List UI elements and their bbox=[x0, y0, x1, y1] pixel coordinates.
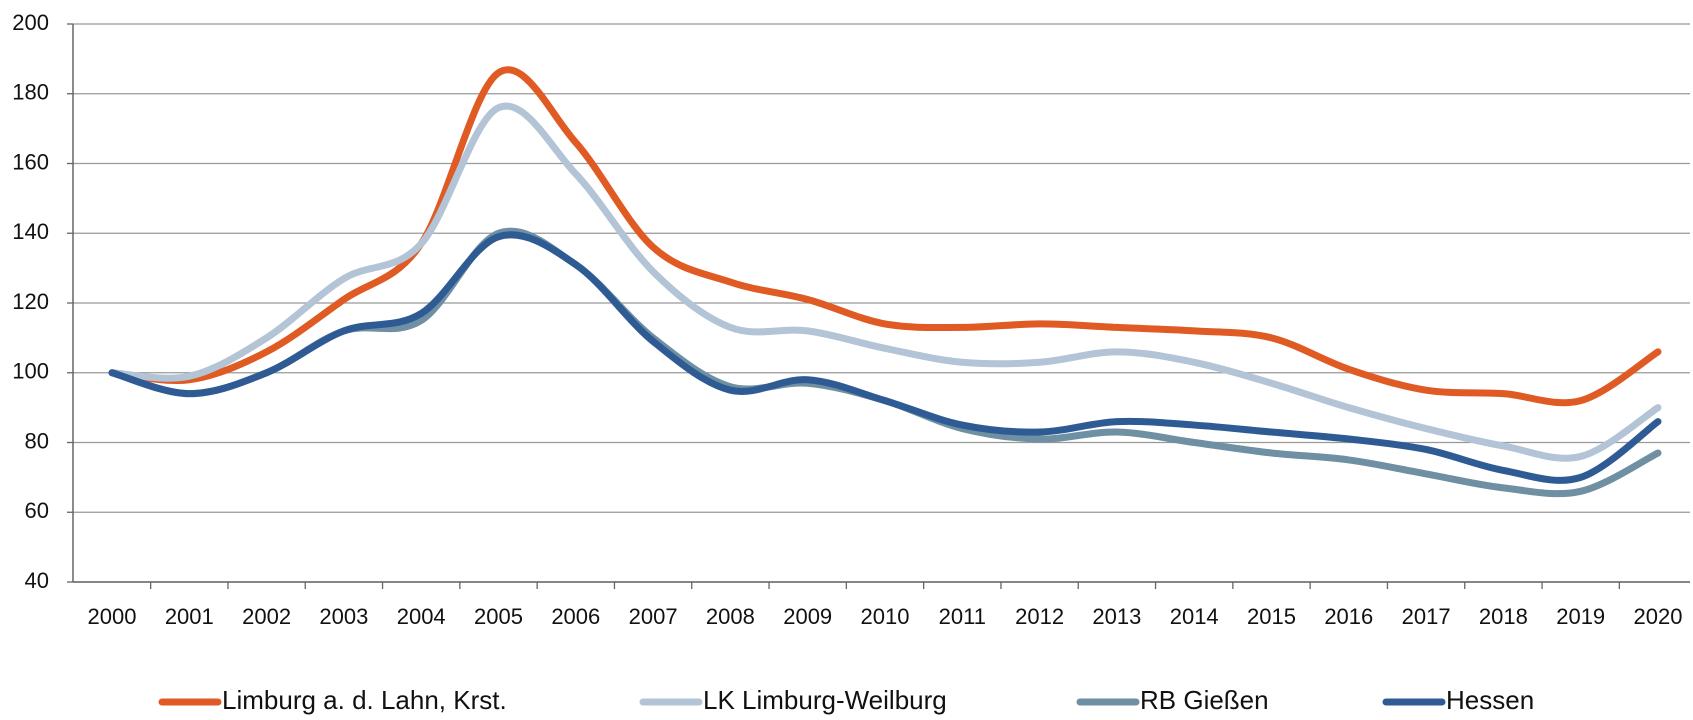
y-tick-label: 60 bbox=[25, 498, 49, 523]
x-tick-label: 2020 bbox=[1634, 604, 1683, 629]
x-tick-label: 2007 bbox=[629, 604, 678, 629]
legend-label: Limburg a. d. Lahn, Krst. bbox=[222, 685, 507, 715]
x-tick-label: 2017 bbox=[1402, 604, 1451, 629]
line bbox=[108, 102, 1662, 462]
x-tick-label: 2015 bbox=[1247, 604, 1296, 629]
line bbox=[108, 66, 1662, 407]
x-tick-label: 2000 bbox=[88, 604, 137, 629]
x-tick-label: 2011 bbox=[939, 604, 986, 629]
legend-label: RB Gießen bbox=[1140, 685, 1269, 715]
x-tick-label: 2003 bbox=[319, 604, 368, 629]
y-tick-label: 160 bbox=[12, 149, 49, 174]
x-tick-label: 2019 bbox=[1556, 604, 1605, 629]
y-tick-label: 100 bbox=[12, 359, 49, 384]
y-tick-label: 80 bbox=[25, 428, 49, 453]
x-tick-label: 2006 bbox=[551, 604, 600, 629]
x-tick-label: 2012 bbox=[1015, 604, 1064, 629]
x-tick-label: 2013 bbox=[1092, 604, 1141, 629]
x-tick-label: 2008 bbox=[706, 604, 755, 629]
x-tick-label: 2005 bbox=[474, 604, 523, 629]
line bbox=[108, 227, 1662, 498]
x-tick-label: 2010 bbox=[861, 604, 910, 629]
y-tick-label: 180 bbox=[12, 80, 49, 105]
y-tick-label: 200 bbox=[12, 10, 49, 35]
x-tick-label: 2018 bbox=[1479, 604, 1528, 629]
x-tick-label: 2009 bbox=[783, 604, 832, 629]
y-tick-label: 40 bbox=[25, 568, 49, 593]
line bbox=[108, 231, 1662, 484]
legend-label: LK Limburg-Weilburg bbox=[703, 685, 947, 715]
y-tick-label: 120 bbox=[12, 289, 49, 314]
y-tick-label: 140 bbox=[12, 219, 49, 244]
x-tick-label: 2014 bbox=[1170, 604, 1219, 629]
legend-label: Hessen bbox=[1446, 685, 1534, 715]
x-tick-label: 2016 bbox=[1324, 604, 1373, 629]
x-tick-label: 2002 bbox=[242, 604, 291, 629]
x-tick-label: 2001 bbox=[165, 604, 214, 629]
x-tick-label: 2004 bbox=[397, 604, 446, 629]
